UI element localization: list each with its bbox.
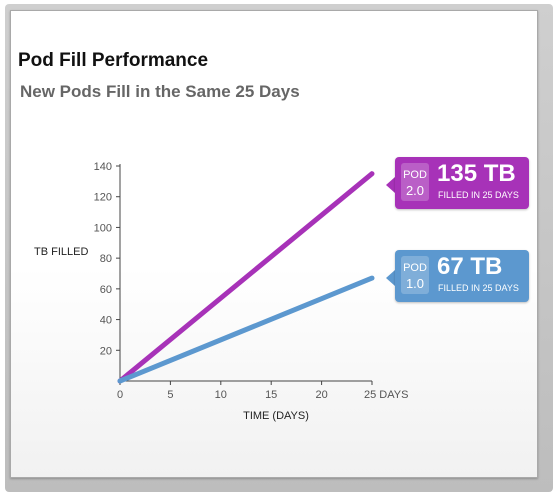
pod-tag-top: POD (403, 262, 427, 274)
callout-caption: FILLED IN 25 DAYS (438, 283, 519, 293)
callout-value: 135 TB (437, 160, 516, 187)
y-tick-label: 140 (94, 161, 112, 173)
series-line-pod1 (117, 275, 375, 384)
x-tick-label: 10 (215, 389, 227, 401)
callout-pointer-pod2 (386, 177, 395, 193)
y-tick-label: 120 (94, 192, 112, 204)
y-tick-label: 80 (100, 253, 112, 265)
callout-value: 67 TB (437, 253, 503, 280)
axes (116, 164, 373, 385)
pod-tag-top: POD (403, 169, 427, 181)
pod-tag: POD 2.0 (401, 163, 429, 201)
x-tick-label: 0 (117, 389, 123, 401)
y-axis-label: TB FILLED (34, 246, 88, 258)
pod-tag: POD 1.0 (401, 256, 429, 294)
x-tick-label: 15 (265, 389, 277, 401)
y-tick-label: 100 (94, 222, 112, 234)
series-lines (117, 171, 375, 384)
chart-title: Pod Fill Performance (18, 50, 209, 71)
x-tick-label: 5 (167, 389, 173, 401)
y-tick-label: 40 (100, 315, 112, 327)
callout-pod1: POD 1.0 67 TB FILLED IN 25 DAYS (395, 250, 529, 302)
x-tick-label: 20 (315, 389, 327, 401)
callout-caption: FILLED IN 25 DAYS (438, 190, 519, 200)
callout-pod2: POD 2.0 135 TB FILLED IN 25 DAYS (395, 157, 529, 209)
x-tick-label: 25 DAYS (364, 389, 408, 401)
y-tick-label: 60 (100, 284, 112, 296)
tick-labels: 20 40 60 80 100 120 140 0 5 10 15 20 25 DAYS (94, 161, 409, 401)
x-axis-label: TIME (DAYS) (243, 410, 309, 422)
pod-tag-version: 1.0 (405, 276, 425, 291)
pod-tag-version: 2.0 (405, 183, 425, 198)
chart-subtitle: New Pods Fill in the Same 25 Days (20, 82, 300, 101)
y-tick-label: 20 (100, 345, 112, 357)
chart-card (10, 10, 538, 478)
callout-pointer-pod1 (386, 270, 395, 286)
series-line-pod2 (117, 171, 375, 384)
